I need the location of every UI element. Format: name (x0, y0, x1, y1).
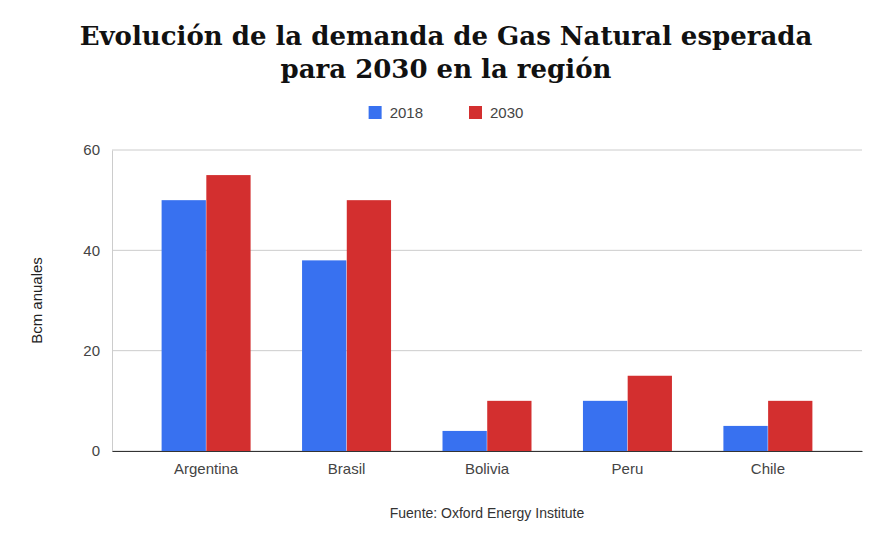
x-tick-label: Peru (612, 460, 644, 477)
bar-series (162, 200, 768, 451)
y-tick-label: 40 (83, 242, 100, 259)
bar (628, 376, 672, 451)
grid-line (112, 150, 862, 151)
x-tick: Peru (612, 451, 644, 477)
x-tick: Chile (751, 451, 785, 477)
bar-series (206, 175, 812, 451)
bar (302, 260, 346, 451)
x-tick: Argentina (174, 451, 239, 477)
bars (162, 175, 813, 451)
bar (583, 401, 627, 451)
legend-swatch (369, 106, 382, 119)
y-axis-line (112, 151, 113, 452)
y-tick: 20 (83, 342, 112, 359)
y-axis-title: Bcm anuales (28, 257, 45, 344)
source-note: Fuente: Oxford Energy Institute (390, 505, 585, 521)
legend-item: 2030 (469, 104, 523, 121)
x-tick-label: Bolivia (465, 460, 510, 477)
x-axis: Argentina Brasil Bolivia Peru Chile (113, 451, 863, 477)
y-tick: 40 (83, 242, 112, 259)
x-axis-line (113, 451, 863, 452)
chart: Evolución de la demanda de Gas Natural e… (0, 0, 892, 551)
grid (112, 150, 862, 451)
bar (206, 175, 250, 451)
bar (347, 200, 391, 451)
legend-label: 2018 (390, 104, 423, 121)
bar (768, 401, 812, 451)
y-tick-label: 0 (92, 442, 100, 459)
bar (487, 401, 531, 451)
x-tick-label: Argentina (174, 460, 239, 477)
x-tick-label: Chile (751, 460, 785, 477)
title: Evolución de la demanda de Gas Natural e… (80, 21, 813, 84)
legend-swatch (469, 106, 482, 119)
x-tick: Bolivia (465, 451, 510, 477)
y-tick: 0 (92, 442, 112, 459)
x-tick-label: Brasil (328, 460, 366, 477)
bar (723, 426, 767, 451)
y-tick-label: 20 (83, 342, 100, 359)
bar (443, 431, 487, 451)
legend-label: 2030 (490, 104, 523, 121)
title-line: Evolución de la demanda de Gas Natural e… (80, 21, 813, 51)
x-tick: Brasil (328, 451, 366, 477)
y-tick: 60 (83, 141, 112, 158)
legend: 2018 2030 (369, 104, 524, 121)
y-tick-label: 60 (83, 141, 100, 158)
legend-item: 2018 (369, 104, 423, 121)
bar (162, 200, 206, 451)
title-line: para 2030 en la región (281, 54, 612, 84)
y-axis: 0 20 40 60 (83, 141, 112, 459)
